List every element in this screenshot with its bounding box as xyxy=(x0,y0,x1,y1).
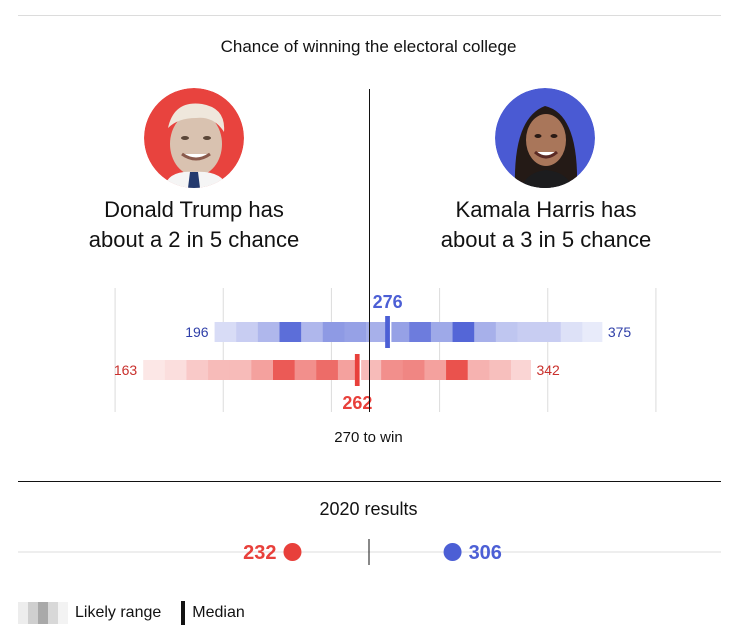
gridlines xyxy=(114,288,657,412)
range-bin xyxy=(474,322,497,342)
top-divider xyxy=(18,15,721,16)
range-labels: 196 375 276 163 342 262 xyxy=(114,290,632,415)
range-bin xyxy=(381,360,404,380)
trump-headline-line1: Donald Trump has xyxy=(104,197,284,222)
harris-headline-line1: Kamala Harris has xyxy=(455,197,637,222)
range-high-label: 342 xyxy=(536,362,560,378)
range-bin xyxy=(489,360,512,380)
harris-chance-headline: Kamala Harris has about a 3 in 5 chance xyxy=(396,195,696,255)
median-value-label: 262 xyxy=(342,393,372,413)
range-bin xyxy=(164,360,187,380)
harris-headline-line2: about a 3 in 5 chance xyxy=(440,227,652,252)
range-low-label: 163 xyxy=(114,362,138,378)
range-bin xyxy=(359,360,382,380)
range-bin xyxy=(301,322,324,342)
trump-headline-line2: about a 2 in 5 chance xyxy=(88,227,300,252)
trump-chance-headline: Donald Trump has about a 2 in 5 chance xyxy=(44,195,344,255)
trump-portrait-icon xyxy=(144,88,244,188)
range-bin xyxy=(560,322,583,342)
result-dot xyxy=(443,543,462,561)
harris-portrait xyxy=(495,88,595,188)
range-bin xyxy=(236,322,259,342)
range-bin xyxy=(229,360,252,380)
range-bin xyxy=(510,360,531,380)
range-bins xyxy=(143,322,603,380)
range-bin xyxy=(517,322,540,342)
results-points: 232 306 xyxy=(243,542,502,564)
range-bin xyxy=(402,360,425,380)
harris-portrait-icon xyxy=(495,88,595,188)
median-value-label: 276 xyxy=(373,292,403,312)
result-value-label: 232 xyxy=(243,542,276,564)
range-bin xyxy=(539,322,562,342)
range-bin xyxy=(424,360,447,380)
legend-swatch-cell xyxy=(28,602,38,624)
range-bin xyxy=(387,322,410,342)
legend-swatch-cell xyxy=(58,602,68,624)
range-bin xyxy=(452,322,475,342)
legend-swatch-cell xyxy=(48,602,58,624)
range-bin xyxy=(446,360,469,380)
range-bin xyxy=(467,360,490,380)
range-bin xyxy=(430,322,454,342)
range-bin xyxy=(294,360,317,380)
range-bin xyxy=(208,360,231,380)
range-bin xyxy=(337,360,361,380)
range-bin xyxy=(143,360,166,380)
median-marker xyxy=(385,316,391,348)
results-title: 2020 results xyxy=(319,499,418,519)
range-bin xyxy=(186,360,209,380)
range-bin xyxy=(316,360,339,380)
legend: Likely range Median xyxy=(18,600,265,626)
results-chart: 232 306 xyxy=(18,539,721,565)
range-bin xyxy=(409,322,432,342)
legend-swatch-cell xyxy=(18,602,28,624)
range-bin xyxy=(257,322,280,342)
chart-title: Chance of winning the electoral college xyxy=(220,37,517,56)
range-bin xyxy=(366,322,389,342)
legend-range-label: Likely range xyxy=(75,604,162,621)
result-dot xyxy=(283,543,302,561)
win-threshold-line xyxy=(369,89,370,412)
range-bin xyxy=(495,322,518,342)
win-threshold-label: 270 to win xyxy=(334,429,403,446)
electoral-range-chart: 196 375 276 163 342 262 xyxy=(114,288,657,415)
range-bin xyxy=(214,322,237,342)
range-bin xyxy=(322,322,345,342)
range-high-label: 375 xyxy=(608,324,632,340)
legend-median-marker xyxy=(181,601,186,625)
range-bin xyxy=(251,360,274,380)
range-bin xyxy=(582,322,603,342)
range-low-label: 196 xyxy=(185,324,209,340)
range-bin xyxy=(344,322,367,342)
legend-swatch-cell xyxy=(38,602,48,624)
median-markers xyxy=(354,316,392,386)
likely-range-swatch xyxy=(18,602,68,624)
result-value-label: 306 xyxy=(469,542,502,564)
median-marker xyxy=(354,354,360,386)
range-bin xyxy=(273,360,296,380)
range-bin xyxy=(279,322,302,342)
section-divider xyxy=(18,481,721,482)
legend-median-label: Median xyxy=(192,604,245,621)
trump-portrait xyxy=(144,88,244,188)
